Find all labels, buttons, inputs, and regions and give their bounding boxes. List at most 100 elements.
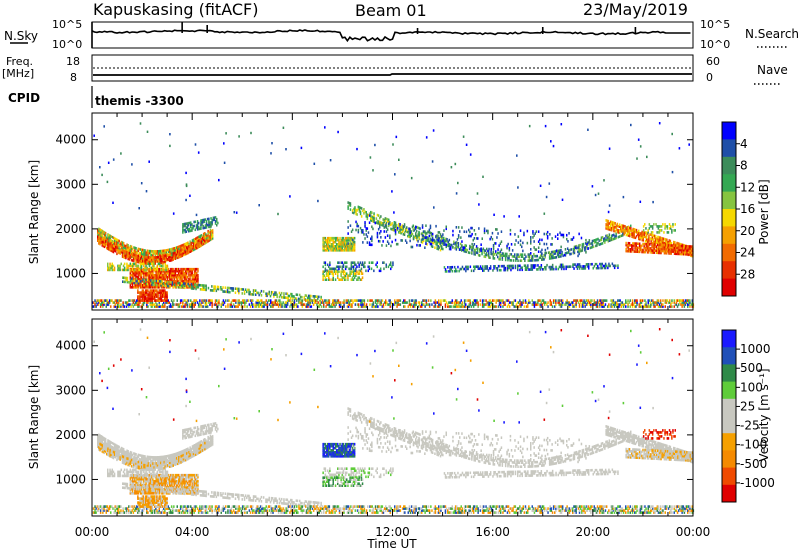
power-cell [545, 251, 547, 255]
power-cell [130, 286, 133, 289]
power-cell [111, 248, 114, 251]
power-cell [348, 249, 350, 252]
power-cell [680, 303, 682, 306]
power-cell [187, 227, 190, 231]
power-cell [230, 287, 232, 290]
power-cell [603, 266, 606, 270]
power-cell [155, 295, 157, 298]
power-cell [594, 303, 597, 306]
power-cell [108, 237, 110, 241]
power-cell [438, 242, 441, 245]
power-cell [617, 235, 620, 239]
power-cell [176, 267, 179, 271]
power-cell [523, 257, 525, 260]
power-cell [178, 275, 180, 279]
power-cell [550, 257, 552, 260]
power-cell [274, 299, 277, 302]
power-cell [457, 305, 459, 308]
power-cell [359, 212, 362, 216]
power-cell [342, 245, 345, 248]
power-cell [135, 301, 138, 304]
power-cell [639, 305, 642, 308]
power-cell [619, 303, 621, 306]
power-cell [222, 303, 225, 306]
power-cell [396, 301, 398, 304]
power-cell [558, 303, 560, 306]
power-cell [333, 270, 336, 273]
power-cell [669, 241, 672, 245]
power-cell [170, 252, 172, 255]
power-cell [340, 270, 342, 273]
power-cell [173, 273, 175, 277]
power-cell [127, 264, 129, 268]
power-cell [348, 303, 351, 306]
power-cell [527, 253, 529, 256]
power-cell [122, 303, 124, 306]
power-cell [130, 255, 133, 258]
power-cell [103, 245, 106, 249]
power-cell [140, 262, 143, 266]
power-cell [515, 305, 518, 308]
power-cell [602, 299, 604, 302]
power-cell [273, 295, 275, 298]
power-cell [157, 262, 160, 266]
power-cell [347, 301, 350, 304]
power-cell [627, 249, 630, 253]
power-cell [200, 303, 202, 306]
power-cell [580, 249, 582, 253]
power-cell [298, 301, 300, 304]
power-cell [604, 239, 606, 242]
power-cell [179, 301, 182, 304]
power-cell [475, 301, 477, 304]
power-cell [127, 257, 129, 261]
power-cell [145, 262, 147, 265]
power-cell [619, 299, 621, 302]
power-cell [130, 251, 133, 254]
power-cell [144, 258, 146, 261]
power-cell [102, 242, 105, 246]
power-cell [106, 246, 108, 250]
power-cell [346, 305, 349, 308]
power-cell [608, 305, 610, 308]
power-cell [133, 246, 135, 249]
power-cell [632, 303, 635, 306]
power-cell [107, 262, 109, 266]
power-cell [573, 249, 576, 253]
power-cell [439, 248, 442, 252]
power-cell [632, 227, 634, 231]
power-cell [652, 249, 654, 252]
power-cell [670, 246, 673, 249]
power-cell [649, 243, 651, 246]
power-cell [646, 251, 649, 254]
power-cell [560, 249, 562, 252]
power-cell [586, 265, 589, 268]
power-cell [164, 291, 166, 294]
power-cell [330, 267, 332, 271]
power-cell [146, 273, 148, 277]
power-cell [205, 284, 207, 288]
power-cell [578, 244, 580, 247]
power-cell [433, 305, 435, 308]
power-cell [158, 286, 161, 289]
power-cell [214, 287, 216, 290]
power-cell [541, 303, 544, 306]
power-cell [643, 244, 645, 248]
power-cell [445, 237, 447, 241]
power-cell [590, 299, 592, 302]
power-cell [595, 244, 597, 248]
power-cell [187, 299, 190, 302]
power-cell [612, 221, 614, 224]
power-cell [629, 248, 632, 251]
power-cell [134, 253, 136, 257]
power-cell [169, 269, 171, 273]
power-cell [584, 267, 587, 270]
power-cell [120, 240, 123, 244]
power-cell [365, 305, 368, 308]
power-cell [94, 305, 96, 308]
power-cell [676, 241, 678, 245]
power-cell [276, 295, 278, 299]
power-cell [140, 299, 142, 302]
power-cell [123, 266, 126, 270]
power-cell [257, 299, 260, 302]
power-cell [155, 299, 157, 302]
